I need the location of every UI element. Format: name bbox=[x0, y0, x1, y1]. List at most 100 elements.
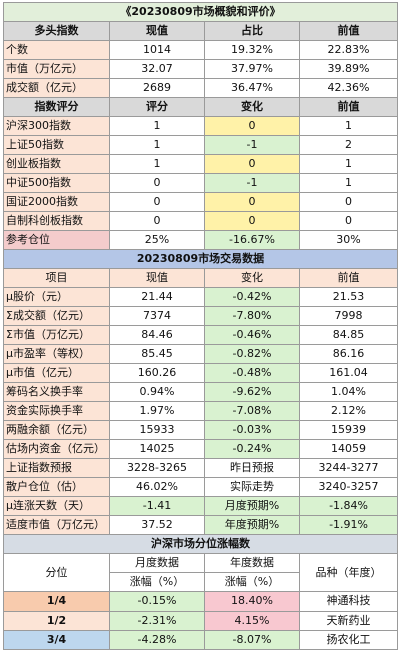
value-cell: 1 bbox=[298, 154, 399, 175]
row-label: μ市盈率（等权） bbox=[3, 344, 110, 365]
header-cell: 多头指数 bbox=[3, 21, 110, 42]
header-cell: 现值 bbox=[109, 21, 205, 42]
value-cell: 37.52 bbox=[109, 515, 205, 536]
value-cell: 85.45 bbox=[109, 344, 205, 365]
data-row: Σ成交额（亿元） 7374 -7.80% 7998 bbox=[3, 306, 399, 327]
row-label: 资金实际换手率 bbox=[3, 401, 110, 422]
data-row: μ股价（元） 21.44 -0.42% 21.53 bbox=[3, 287, 399, 308]
header-cell: 指数评分 bbox=[3, 97, 110, 118]
data-row: 个数 1014 19.32% 22.83% bbox=[3, 40, 399, 61]
value-cell: -9.62% bbox=[204, 382, 300, 403]
value-cell: 84.46 bbox=[109, 325, 205, 346]
data-row: 市值（万亿元） 32.07 37.97% 39.89% bbox=[3, 59, 399, 80]
header-cell: 占比 bbox=[204, 21, 300, 42]
data-row: μ市值（亿元） 160.26 -0.48% 161.04 bbox=[3, 363, 399, 384]
value-cell: 1 bbox=[298, 116, 399, 137]
value-cell: -0.15% bbox=[109, 591, 205, 612]
value-cell: 3244-3277 bbox=[298, 458, 399, 479]
data-row: 适度市值（万亿元） 37.52 年度预期% -1.91% bbox=[3, 515, 399, 536]
header-cell: 年度数据 bbox=[204, 553, 300, 574]
value-cell: 37.97% bbox=[204, 59, 300, 80]
value-cell: -1 bbox=[204, 135, 300, 156]
value-cell: 0 bbox=[204, 192, 300, 213]
data-row: 成交额（亿元） 2689 36.47% 42.36% bbox=[3, 78, 399, 99]
value-cell: 42.36% bbox=[298, 78, 399, 99]
value-cell: -1.91% bbox=[298, 515, 399, 536]
data-row: 1/2 -2.31% 4.15% 天新药业 bbox=[3, 610, 399, 631]
value-cell: 0.94% bbox=[109, 382, 205, 403]
value-cell: 2 bbox=[298, 135, 399, 156]
data-row: 自制科创板指数 0 0 0 bbox=[3, 211, 399, 232]
value-cell: 月度预期% bbox=[204, 496, 300, 517]
data-row: 3/4 -4.28% -8.07% 扬农化工 bbox=[3, 629, 399, 651]
value-cell: 46.02% bbox=[109, 477, 205, 498]
value-cell: 年度预期% bbox=[204, 515, 300, 536]
value-cell: -1.41 bbox=[109, 496, 205, 517]
value-cell: -16.67% bbox=[204, 230, 300, 251]
value-cell: -8.07% bbox=[204, 629, 300, 651]
row-label: 1/2 bbox=[3, 610, 110, 631]
value-cell: 7998 bbox=[298, 306, 399, 327]
header-cell: 涨幅（%） bbox=[109, 572, 205, 593]
value-cell: -7.80% bbox=[204, 306, 300, 327]
header-cell: 项目 bbox=[3, 268, 110, 289]
row-label: 3/4 bbox=[3, 629, 110, 651]
header-cell: 分位 bbox=[3, 553, 110, 593]
value-cell: 2689 bbox=[109, 78, 205, 99]
value-cell: 1.97% bbox=[109, 401, 205, 422]
value-cell: 1014 bbox=[109, 40, 205, 61]
value-cell: 扬农化工 bbox=[298, 629, 399, 651]
header-row: 多头指数 现值 占比 前值 bbox=[3, 21, 399, 42]
row-label: 上证50指数 bbox=[3, 135, 110, 156]
title-row: 《20230809市场概貌和评价》 bbox=[2, 1, 399, 23]
row-label: Σ市值（万亿元） bbox=[3, 325, 110, 346]
data-row: 上证50指数 1 -1 2 bbox=[3, 135, 399, 156]
value-cell: 39.89% bbox=[298, 59, 399, 80]
data-row: 创业板指数 1 0 1 bbox=[3, 154, 399, 175]
header-row: 项目 现值 变化 前值 bbox=[3, 268, 399, 289]
row-label: 两融余额（亿元） bbox=[3, 420, 110, 441]
value-cell: 0 bbox=[109, 173, 205, 194]
row-label: 国证2000指数 bbox=[3, 192, 110, 213]
value-cell: 21.53 bbox=[298, 287, 399, 308]
value-cell: 0 bbox=[204, 154, 300, 175]
data-row: μ连涨天数（天） -1.41 月度预期% -1.84% bbox=[3, 496, 399, 517]
value-cell: 19.32% bbox=[204, 40, 300, 61]
value-cell: 18.40% bbox=[204, 591, 300, 612]
row-label: 参考仓位 bbox=[3, 230, 110, 251]
header-cell: 前值 bbox=[298, 97, 399, 118]
value-cell: -1 bbox=[204, 173, 300, 194]
value-cell: 25% bbox=[109, 230, 205, 251]
section-title: 沪深市场分位涨幅数 bbox=[2, 534, 399, 555]
row-label: 上证指数预报 bbox=[3, 458, 110, 479]
value-cell: 0 bbox=[109, 211, 205, 232]
section-title: 20230809市场交易数据 bbox=[2, 249, 399, 270]
value-cell: -0.48% bbox=[204, 363, 300, 384]
value-cell: -1.84% bbox=[298, 496, 399, 517]
header-cell: 月度数据 bbox=[109, 553, 205, 574]
row-label: 筹码名义换手率 bbox=[3, 382, 110, 403]
value-cell: 30% bbox=[298, 230, 399, 251]
row-label: 中证500指数 bbox=[3, 173, 110, 194]
header-cell: 变化 bbox=[204, 97, 300, 118]
data-row: 国证2000指数 0 0 0 bbox=[3, 192, 399, 213]
value-cell: 1 bbox=[109, 135, 205, 156]
value-cell: 4.15% bbox=[204, 610, 300, 631]
value-cell: 0 bbox=[204, 211, 300, 232]
data-row: μ市盈率（等权） 85.45 -0.82% 86.16 bbox=[3, 344, 399, 365]
value-cell: 7374 bbox=[109, 306, 205, 327]
header-row: 指数评分 评分 变化 前值 bbox=[3, 97, 399, 118]
section-title-row: 20230809市场交易数据 bbox=[2, 249, 399, 270]
value-cell: -0.42% bbox=[204, 287, 300, 308]
value-cell: 1 bbox=[109, 116, 205, 137]
value-cell: 14025 bbox=[109, 439, 205, 460]
value-cell: 0 bbox=[204, 116, 300, 137]
value-cell: 36.47% bbox=[204, 78, 300, 99]
value-cell: -7.08% bbox=[204, 401, 300, 422]
value-cell: -2.31% bbox=[109, 610, 205, 631]
header-cell: 前值 bbox=[298, 268, 399, 289]
header-cell: 现值 bbox=[109, 268, 205, 289]
value-cell: 2.12% bbox=[298, 401, 399, 422]
data-row: 估场内资金（亿元） 14025 -0.24% 14059 bbox=[3, 439, 399, 460]
